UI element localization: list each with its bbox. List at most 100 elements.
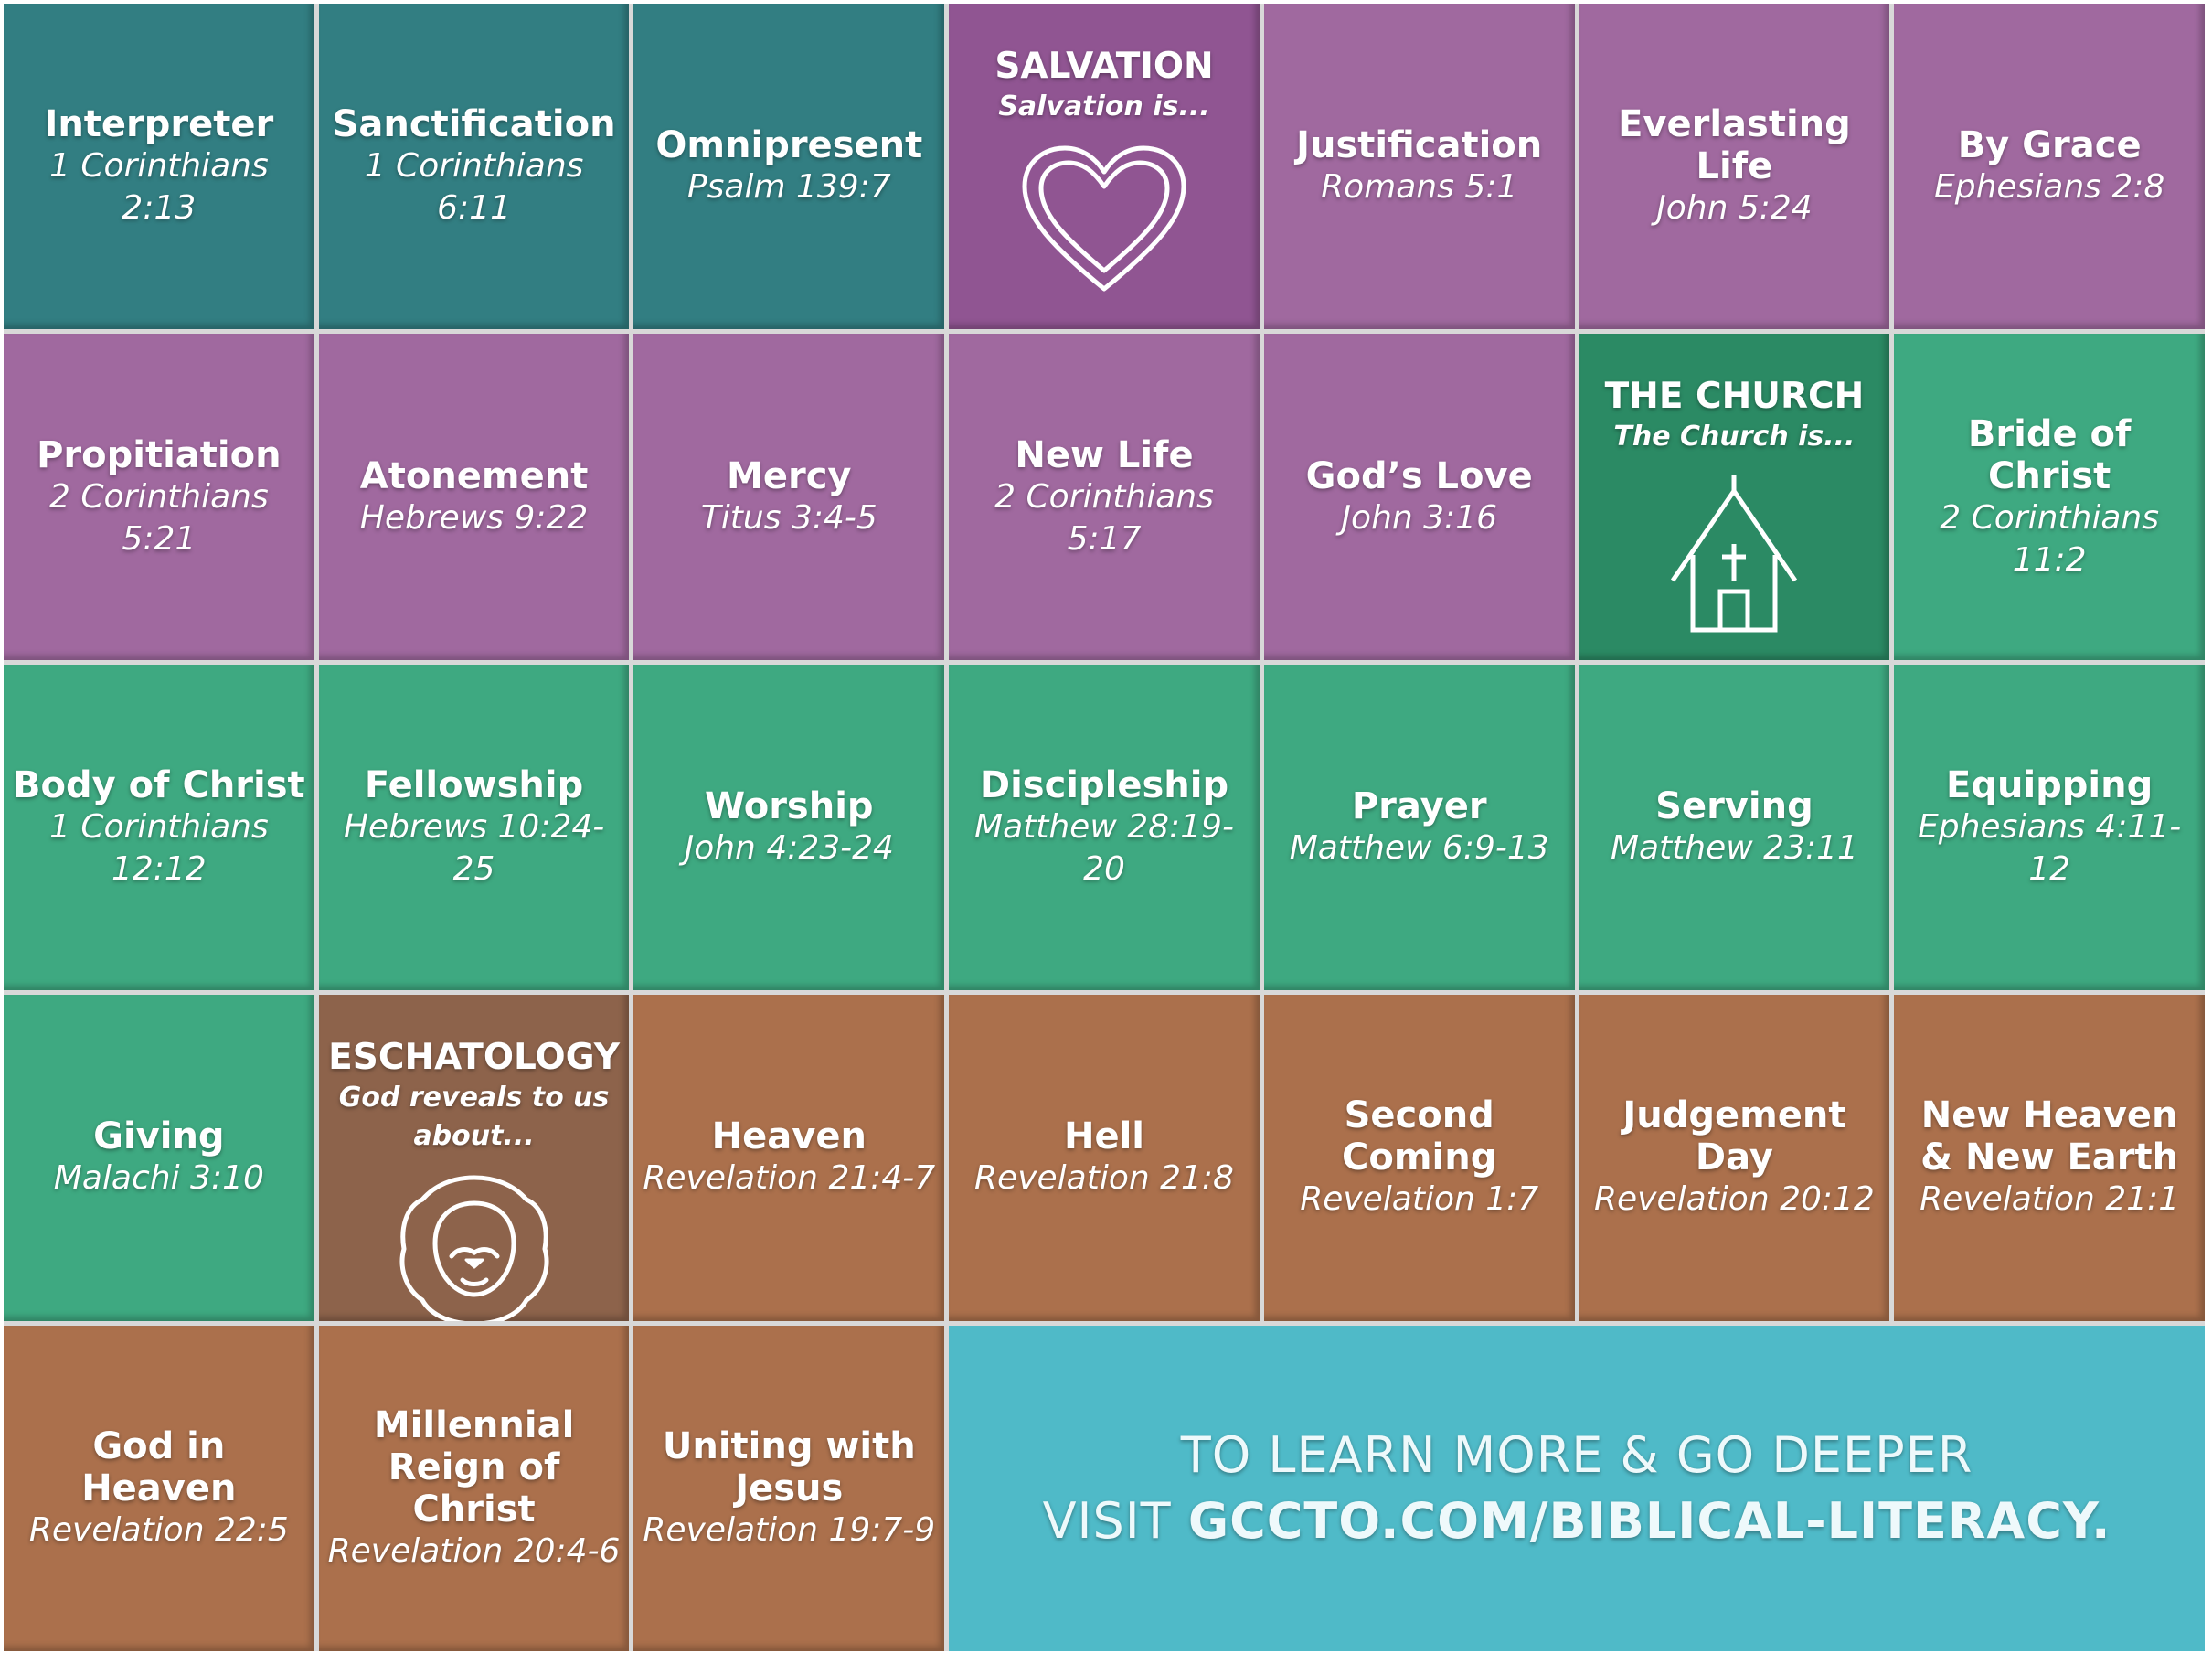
tile-new-heaven-new-earth[interactable]: New Heaven & New Earth Revelation 21:1 [1894,995,2205,1321]
cta-link[interactable]: GCCTO.COM/BIBLICAL-LITERACY. [1187,1491,2111,1550]
tile-title: Judgement Day [1622,1094,1846,1179]
tile-title: Body of Christ [13,763,305,806]
tile-title: Heaven [711,1115,867,1158]
section-header-salvation: SALVATION Salvation is... [949,4,1260,330]
church-icon [1665,473,1803,641]
tile-omnipresent[interactable]: Omnipresent Psalm 139:7 [633,4,945,330]
tile-title: Propitiation [37,433,282,476]
tile-reference: Ephesians 4:11-12 [1918,807,2182,888]
tile-fellowship[interactable]: Fellowship Hebrews 10:24-25 [318,664,630,991]
tile-reference: 2 Corinthians 5:21 [49,477,269,558]
tile-atonement[interactable]: Atonement Hebrews 9:22 [318,334,630,660]
cta-visit-prefix: VISIT [1042,1491,1188,1550]
tile-propitiation[interactable]: Propitiation 2 Corinthians 5:21 [4,334,314,660]
tile-reference: Revelation 21:8 [974,1159,1234,1198]
tile-reference: 1 Corinthians 2:13 [49,147,269,228]
section-header-church: THE CHURCH The Church is... [1579,334,1890,660]
tile-title: God in Heaven [81,1424,237,1509]
tile-title: Discipleship [979,763,1229,806]
tile-title: Equipping [1946,763,2154,806]
tile-title: Justification [1296,124,1543,167]
tile-god-in-heaven[interactable]: God in Heaven Revelation 22:5 [4,1325,314,1651]
tile-reference: John 4:23-24 [684,828,894,867]
tile-reference: Ephesians 2:8 [1933,168,2165,207]
tile-reference: Revelation 1:7 [1300,1180,1539,1219]
section-title: SALVATION [994,46,1214,87]
tile-title: Worship [705,784,874,827]
tile-title: New Life [1015,433,1194,476]
tile-title: Fellowship [364,763,584,806]
tile-discipleship[interactable]: Discipleship Matthew 28:19-20 [949,664,1260,991]
tile-by-grace[interactable]: By Grace Ephesians 2:8 [1894,4,2205,330]
tile-second-coming[interactable]: Second Coming Revelation 1:7 [1263,995,1575,1321]
tile-prayer[interactable]: Prayer Matthew 6:9-13 [1263,664,1575,991]
tile-title: Omnipresent [655,124,923,167]
tile-giving[interactable]: Giving Malachi 3:10 [4,995,314,1321]
tile-reference: Revelation 21:4-7 [643,1159,936,1198]
tile-title-line1: New Heaven [1920,1094,2178,1137]
tile-title: Bride of Christ [1967,412,2132,497]
tile-equipping[interactable]: Equipping Ephesians 4:11-12 [1894,664,2205,991]
tile-worship[interactable]: Worship John 4:23-24 [633,664,945,991]
tile-title-line2: & New Earth [1920,1136,2179,1179]
heart-icon [1017,143,1191,302]
tile-title: God’s Love [1305,454,1533,497]
section-subtitle: God reveals to us about... [338,1082,610,1153]
tile-sanctification[interactable]: Sanctification 1 Corinthians 6:11 [318,4,630,330]
tile-everlasting-life[interactable]: Everlasting Life John 5:24 [1579,4,1890,330]
tile-title: Prayer [1351,784,1487,827]
tile-millennial-reign[interactable]: Millennial Reign of Christ Revelation 20… [318,1325,630,1651]
tile-reference: Revelation 20:12 [1594,1180,1875,1219]
tile-title-line2: Reign of Christ [388,1445,560,1531]
tile-gods-love[interactable]: God’s Love John 3:16 [1263,334,1575,660]
tile-title: Everlasting Life [1618,103,1851,188]
tile-reference: 1 Corinthians 6:11 [364,147,584,228]
tile-title-line1: Millennial [373,1403,575,1446]
tile-title: Atonement [359,454,589,497]
tile-title-line1: Uniting with [662,1424,916,1467]
tile-reference: Hebrews 10:24-25 [343,807,605,888]
tile-reference: 2 Corinthians 5:17 [994,477,1214,558]
tile-reference: Hebrews 9:22 [359,498,589,537]
tile-judgement-day[interactable]: Judgement Day Revelation 20:12 [1579,995,1890,1321]
tile-title: Giving [93,1115,225,1158]
section-title: THE CHURCH [1604,376,1865,418]
tile-reference: Romans 5:1 [1321,168,1518,207]
cta-headline: TO LEARN MORE & GO DEEPER [1180,1425,1973,1484]
tile-reference: Revelation 22:5 [28,1510,289,1549]
tile-reference: Revelation 20:4-6 [327,1531,621,1570]
tile-serving[interactable]: Serving Matthew 23:11 [1579,664,1890,991]
tile-reference: Matthew 23:11 [1610,828,1858,867]
tile-reference: Matthew 6:9-13 [1289,828,1549,867]
tile-heaven[interactable]: Heaven Revelation 21:4-7 [633,995,945,1321]
tile-justification[interactable]: Justification Romans 5:1 [1263,4,1575,330]
tile-bride-of-christ[interactable]: Bride of Christ 2 Corinthians 11:2 [1894,334,2205,660]
tile-reference: 1 Corinthians 12:12 [49,807,269,888]
tile-reference: John 5:24 [1656,189,1813,228]
tile-reference: John 3:16 [1341,498,1497,537]
tile-reference: Psalm 139:7 [686,168,891,207]
tile-hell[interactable]: Hell Revelation 21:8 [949,995,1260,1321]
topic-grid: Interpreter 1 Corinthians 2:13 Sanctific… [4,4,2205,1651]
tile-reference: Revelation 21:1 [1920,1180,2180,1219]
tile-body-of-christ[interactable]: Body of Christ 1 Corinthians 12:12 [4,664,314,991]
tile-title: By Grace [1957,124,2142,167]
tile-title: Interpreter [44,103,274,146]
tile-title: Serving [1655,784,1813,827]
tile-reference: Malachi 3:10 [53,1159,264,1198]
lion-icon [397,1172,552,1321]
tile-reference: Revelation 19:7-9 [643,1510,936,1549]
tile-reference: 2 Corinthians 11:2 [1940,498,2159,579]
tile-uniting-with-jesus[interactable]: Uniting with Jesus Revelation 19:7-9 [633,1325,945,1651]
section-subtitle: Salvation is... [998,91,1210,123]
tile-new-life[interactable]: New Life 2 Corinthians 5:17 [949,334,1260,660]
section-title: ESCHATOLOGY [328,1037,621,1079]
learn-more-banner[interactable]: TO LEARN MORE & GO DEEPER VISIT GCCTO.CO… [949,1325,2205,1651]
tile-mercy[interactable]: Mercy Titus 3:4-5 [633,334,945,660]
tile-reference: Titus 3:4-5 [700,498,877,537]
section-header-eschatology: ESCHATOLOGY God reveals to us about... [318,995,630,1321]
tile-title: Second Coming [1342,1094,1497,1179]
tile-interpreter[interactable]: Interpreter 1 Corinthians 2:13 [4,4,314,330]
section-subtitle: The Church is... [1613,421,1856,453]
tile-reference: Matthew 28:19-20 [974,807,1234,888]
